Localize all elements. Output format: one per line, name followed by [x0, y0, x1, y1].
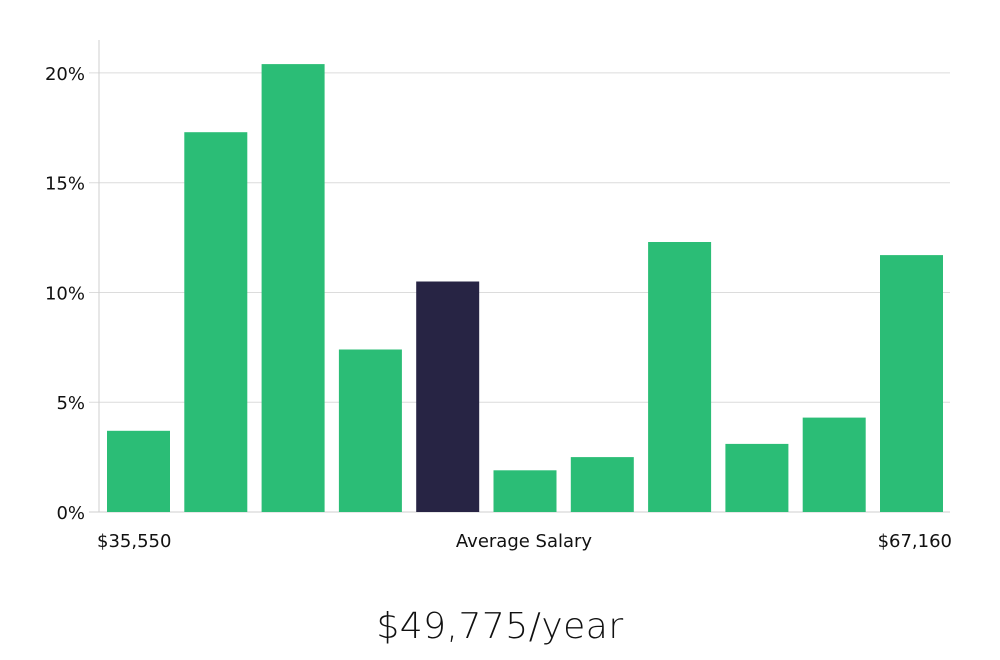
- y-tick-label: 5%: [56, 393, 85, 414]
- y-tick-label: 15%: [45, 174, 85, 195]
- bar: [261, 64, 325, 512]
- bar: [338, 349, 402, 512]
- bar: [570, 457, 634, 512]
- average-salary-value: $49,775/year: [376, 606, 624, 647]
- bar: [880, 255, 943, 512]
- bar-highlight: [416, 281, 480, 512]
- y-tick-label: 10%: [45, 283, 85, 304]
- x-axis-labels: $35,550 Average Salary $67,160: [97, 531, 952, 552]
- y-tick-label: 20%: [45, 64, 85, 85]
- bar: [184, 132, 248, 512]
- x-max-label: $67,160: [878, 531, 952, 552]
- bar: [725, 443, 789, 512]
- bar: [802, 417, 866, 512]
- salary-distribution-chart: 0% 5% 10% 15% 20% $35,550 Average Salary $67…: [45, 40, 952, 552]
- x-axis-title: Average Salary: [456, 531, 593, 552]
- y-tick-label: 0%: [56, 503, 85, 524]
- bars: [107, 64, 943, 512]
- bar: [107, 430, 170, 512]
- y-tick-labels: 0% 5% 10% 15% 20%: [45, 64, 85, 524]
- x-min-label: $35,550: [97, 531, 171, 552]
- bar: [493, 470, 557, 512]
- bar: [648, 242, 712, 512]
